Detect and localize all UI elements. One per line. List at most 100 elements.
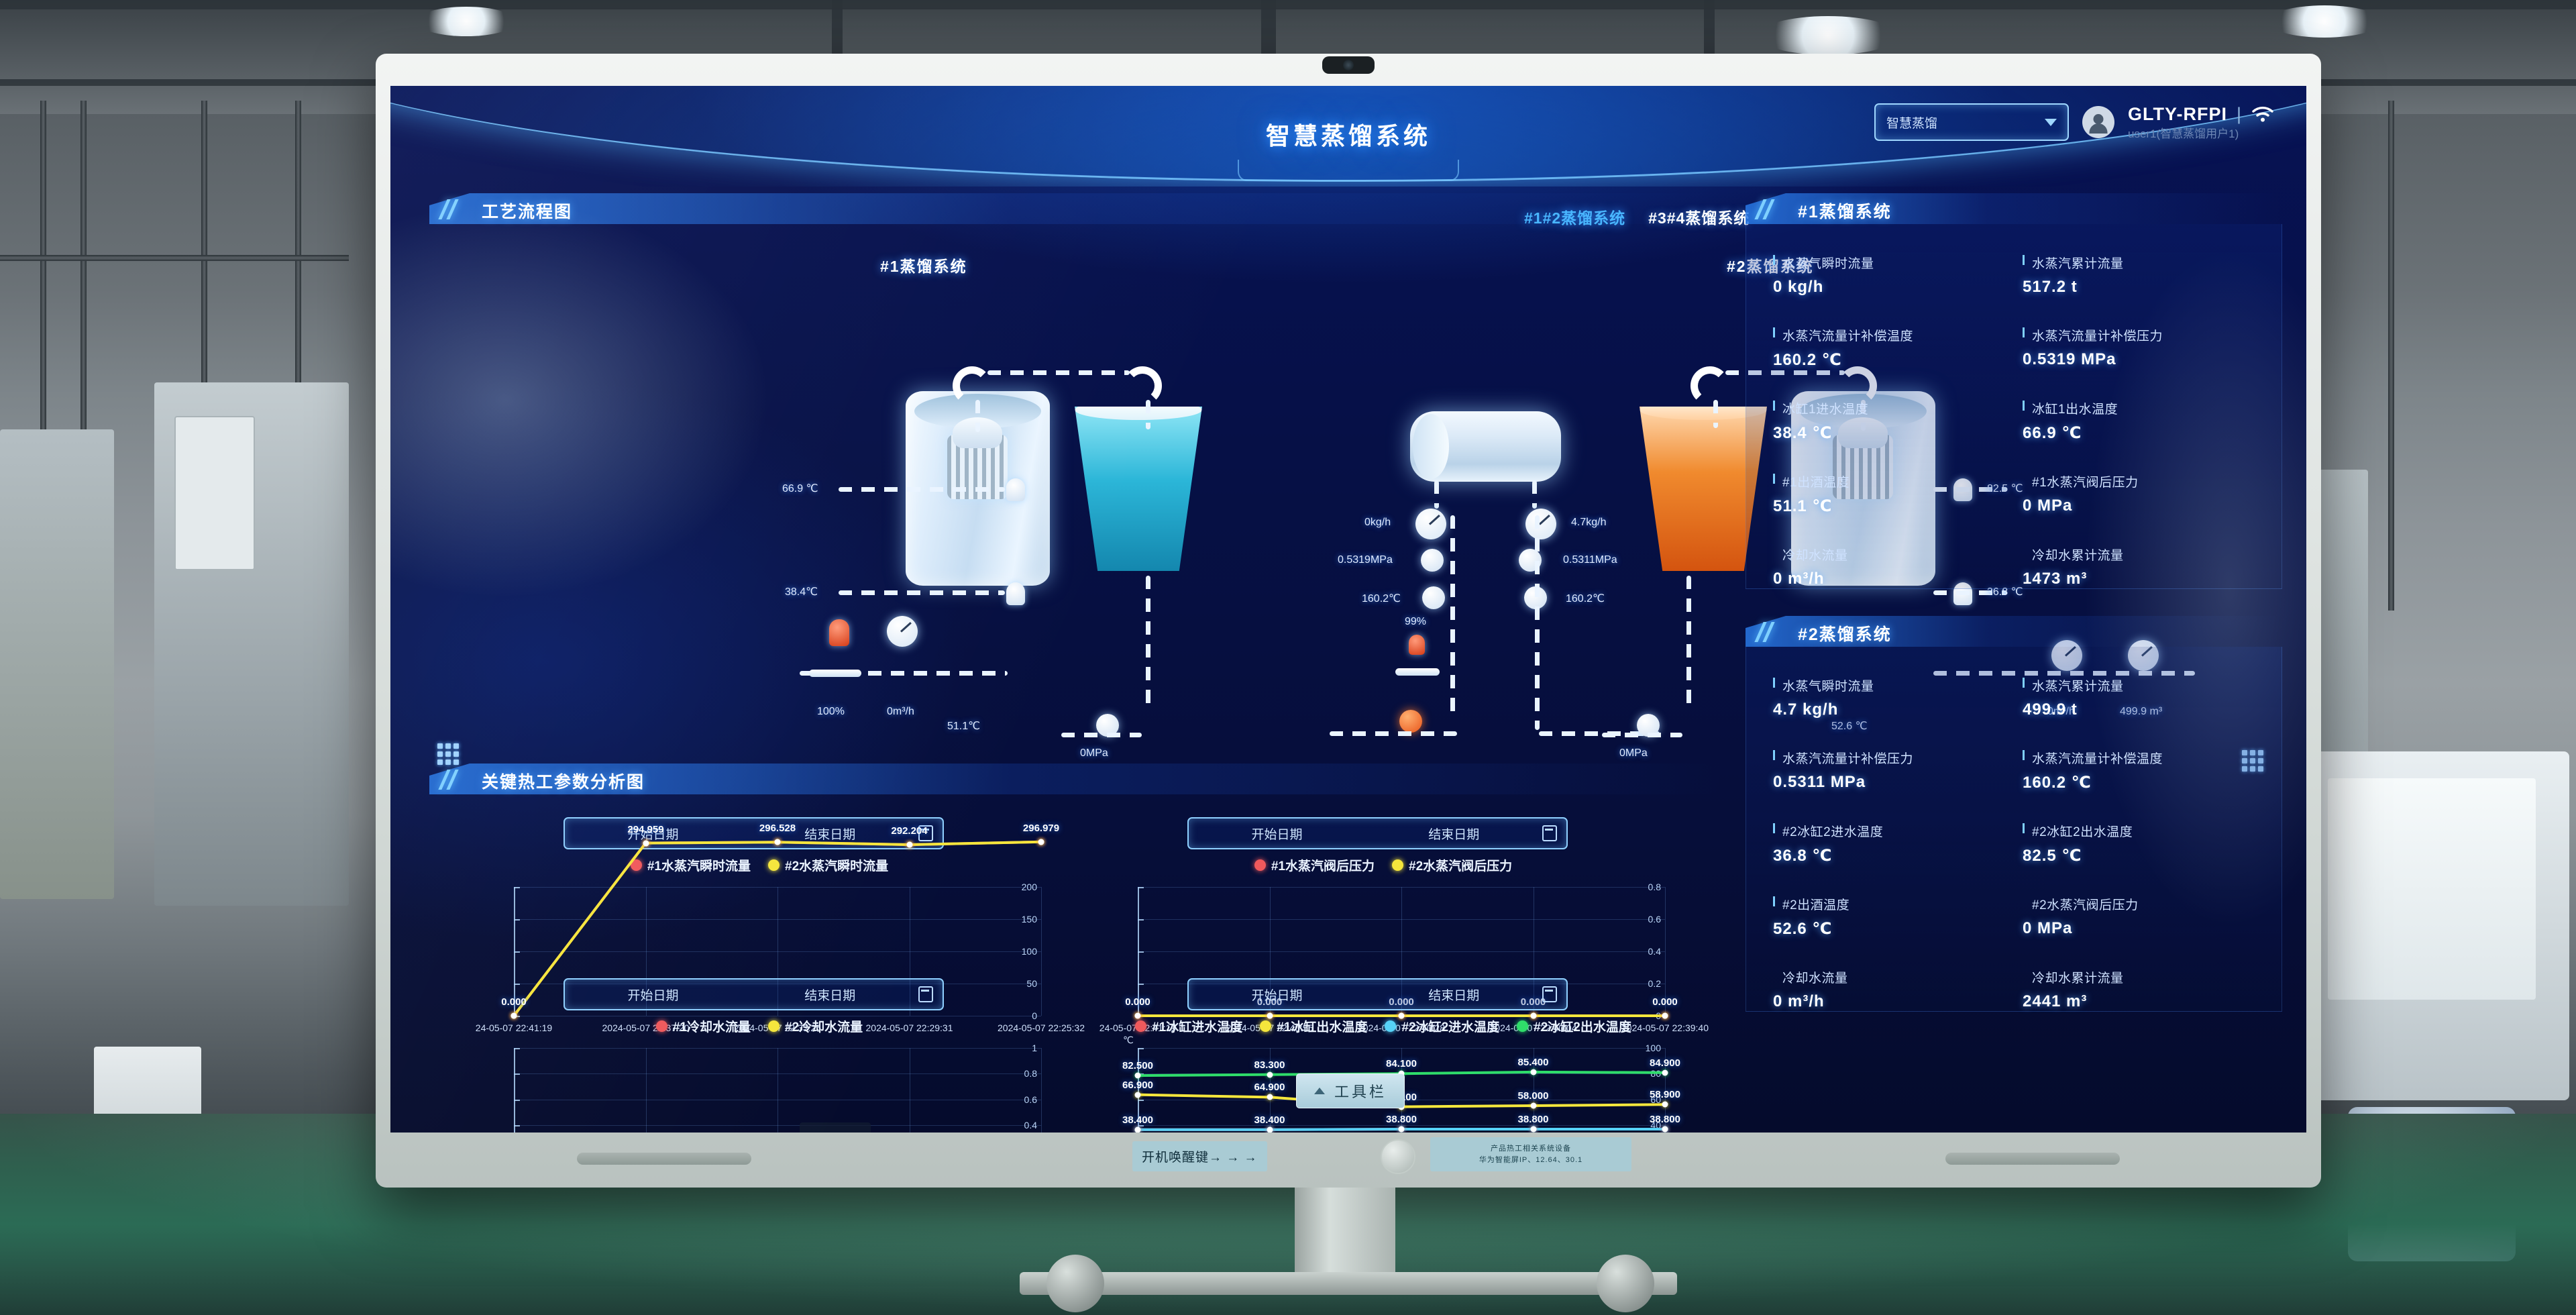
y-tick-label: 100	[1021, 946, 1037, 957]
pipe-segment	[1146, 400, 1150, 429]
metric-item: 冷却水累计流量 1473 m³	[2023, 545, 2259, 588]
label-s1-valve-back-press: 0MPa	[1080, 747, 1108, 759]
data-point-marker	[1662, 1101, 1668, 1108]
date-range-picker[interactable]: 开始日期 结束日期	[563, 817, 945, 849]
metric-item: 水蒸汽累计流量 499.9 t	[2023, 676, 2259, 719]
y-tick-mark	[1138, 1099, 1144, 1101]
calendar-icon[interactable]	[1542, 825, 1558, 841]
metric-value: 36.8 ℃	[1773, 847, 1833, 865]
data-point-label: 0.000	[1520, 996, 1546, 1008]
data-point-label: 0.000	[1389, 996, 1414, 1008]
vessel-top	[1640, 407, 1767, 420]
legend-label: #1冰缸出水温度	[1277, 1020, 1368, 1035]
metric-label: 水蒸汽累计流量	[2023, 676, 2259, 694]
panel-accent-icon	[1754, 622, 1779, 642]
grid-menu-icon[interactable]	[2242, 750, 2263, 772]
y-tick-mark	[1138, 1048, 1144, 1049]
legend-color-dot	[768, 859, 780, 871]
tab-system-3-4[interactable]: #3#4蒸馏系统	[1648, 209, 1750, 227]
data-point-label: 58.000	[1517, 1090, 1549, 1102]
data-point-marker	[1398, 1126, 1405, 1133]
date-range-picker[interactable]: 开始日期 结束日期	[1187, 978, 1568, 1010]
metric-value: 517.2 t	[2023, 278, 2078, 296]
legend-item: #2冰缸2进水温度	[1385, 1017, 1499, 1035]
pipe-segment	[1532, 480, 1537, 509]
gridline	[1138, 919, 1665, 920]
metric-value: 0 kg/h	[1773, 278, 1824, 296]
flow-panel-header-bar	[429, 193, 1724, 224]
data-point-label: 38.400	[1122, 1114, 1153, 1126]
tab-system-1-2[interactable]: #1#2蒸馏系统	[1524, 209, 1626, 227]
metric-value: 82.5 ℃	[2023, 847, 2082, 865]
date-range-picker[interactable]: 开始日期 结束日期	[563, 978, 945, 1010]
vertical-gridline	[514, 1048, 515, 1133]
data-point-marker	[1038, 839, 1044, 845]
pipe-segment	[1434, 480, 1439, 509]
start-date-field[interactable]: 开始日期	[1251, 827, 1303, 842]
start-date-field[interactable]: 开始日期	[1251, 988, 1303, 1003]
start-date-field[interactable]: 开始日期	[627, 988, 679, 1003]
metric-item: #2冰缸2出水温度 82.5 ℃	[2023, 822, 2259, 865]
y-axis	[514, 1048, 515, 1133]
legend-item: #1水蒸汽阀后压力	[1254, 856, 1375, 874]
legend-item: #2水蒸汽阀后压力	[1392, 856, 1512, 874]
label-s1-outlet-temp: 38.4℃	[785, 586, 818, 598]
power-button[interactable]	[1381, 1139, 1415, 1174]
display-stand-base	[1020, 1272, 1677, 1295]
metric-item: 冷却水累计流量 2441 m³	[2023, 968, 2259, 1011]
calendar-icon[interactable]	[918, 825, 934, 841]
data-point-label: 85.400	[1517, 1056, 1549, 1068]
pipe-segment	[839, 487, 1005, 492]
label-s2-total-flow: 499.9 m³	[2120, 706, 2162, 718]
pipe-segment	[1061, 733, 1142, 737]
end-date-field[interactable]: 结束日期	[1428, 988, 1480, 1003]
calendar-icon[interactable]	[918, 986, 934, 1002]
back-button[interactable]: 返回	[800, 1122, 871, 1133]
vertical-gridline	[777, 1048, 778, 1133]
legend-item: #1水蒸汽瞬时流量	[630, 856, 751, 874]
label-s1-pot-temp: 51.1℃	[947, 721, 981, 732]
label-s2-steam-temp: 160.2℃	[1566, 593, 1605, 604]
chart-legend: #1冷却水流量 #2冷却水流量	[471, 1017, 1048, 1035]
metric-item: #2出酒温度 52.6 ℃	[1773, 895, 2009, 939]
pipe	[295, 101, 301, 389]
data-point-marker	[1267, 1094, 1273, 1100]
y-tick-mark	[514, 1016, 520, 1017]
gridline	[1138, 1048, 1665, 1049]
label-s1-valve-pct: 100%	[817, 706, 845, 717]
y-tick-mark	[1138, 984, 1144, 985]
header-arc-decoration	[390, 86, 2306, 187]
metric-label: 水蒸汽累计流量	[2023, 254, 2259, 272]
start-date-field[interactable]: 开始日期	[627, 827, 679, 842]
data-point-marker	[511, 1012, 517, 1019]
date-range-picker[interactable]: 开始日期 结束日期	[1187, 817, 1568, 849]
vertical-gridline	[514, 887, 515, 1016]
end-date-field[interactable]: 结束日期	[804, 988, 856, 1003]
legend-color-dot	[655, 1020, 667, 1032]
pipe-segment	[1395, 668, 1440, 676]
wake-key-label: 开机唤醒键→ → →	[1132, 1141, 1267, 1171]
gridline	[514, 919, 1041, 920]
data-point-marker	[1662, 1012, 1668, 1019]
avatar[interactable]	[2082, 106, 2114, 138]
legend-item: #1冷却水流量	[655, 1017, 751, 1035]
pipe-segment	[987, 370, 1130, 375]
end-date-field[interactable]: 结束日期	[804, 827, 856, 842]
chart-plot-area: 0.8 0.6 0.4 0.2 0 0.000 0.000 0.000 0.000 0.000	[1125, 882, 1678, 1021]
metric-item: 水蒸汽流量计补偿压力 0.5311 MPa	[1773, 749, 2009, 792]
calendar-icon[interactable]	[1542, 986, 1558, 1002]
ceiling-light	[2267, 5, 2381, 38]
metrics-panel-1-header: #1蒸馏系统	[1746, 193, 2282, 224]
vessel-top	[1075, 407, 1202, 420]
metric-label: 冰缸1出水温度	[2023, 399, 2259, 417]
metric-value: 2441 m³	[2023, 992, 2088, 1010]
label-s1-flow: 0m³/h	[887, 706, 914, 717]
grid-menu-icon[interactable]	[437, 743, 459, 765]
system-select-dropdown[interactable]: 智慧蒸馏	[1874, 103, 2069, 141]
metric-label: #2出酒温度	[1773, 895, 2009, 913]
y-tick-mark	[1138, 887, 1144, 888]
toolbar-button[interactable]: 工具栏	[1296, 1073, 1405, 1108]
metric-value: 160.2 ℃	[1773, 351, 1842, 369]
end-date-field[interactable]: 结束日期	[1428, 827, 1480, 842]
pipe-segment	[975, 400, 980, 432]
